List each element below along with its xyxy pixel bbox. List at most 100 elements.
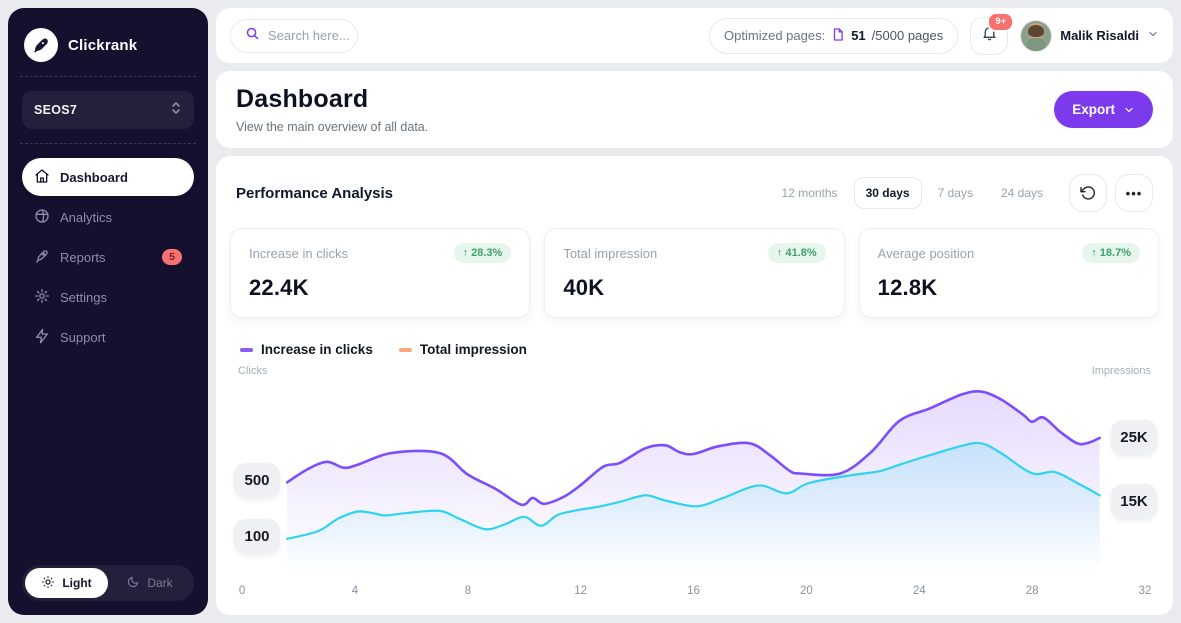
- legend-item-impressions[interactable]: Total impression: [398, 342, 527, 357]
- export-button[interactable]: Export: [1054, 91, 1153, 128]
- user-menu[interactable]: Malik Risaldi: [1020, 19, 1159, 52]
- stat-value: 12.8K: [877, 275, 938, 300]
- home-icon: [34, 168, 50, 187]
- topbar: Optimized pages: 51/5000 pages 9+ Malik …: [216, 8, 1173, 63]
- user-name: Malik Risaldi: [1060, 28, 1139, 43]
- brand: Clickrank: [22, 22, 194, 76]
- theme-dark-option[interactable]: Dark: [108, 568, 191, 598]
- rocket-logo-icon: [24, 28, 58, 62]
- stat-card-impressions: Total impression ↑ 41.8% 40K: [544, 228, 845, 318]
- stat-label: Average position: [877, 245, 975, 261]
- sidebar: Clickrank SEOS7 Dashboard Analytics Repo…: [8, 8, 208, 615]
- sidebar-item-label: Reports: [60, 249, 106, 265]
- divider: [20, 143, 196, 144]
- refresh-button[interactable]: [1069, 174, 1107, 212]
- sidebar-item-label: Settings: [60, 289, 107, 305]
- sidebar-item-settings[interactable]: Settings: [22, 278, 194, 316]
- more-options-button[interactable]: •••: [1115, 174, 1153, 212]
- delta-badge: ↑ 18.7%: [1082, 243, 1140, 263]
- chart-legend: Increase in clicks Total impression: [240, 342, 1173, 357]
- sidebar-item-reports[interactable]: Reports 5: [22, 238, 194, 276]
- theme-toggle: Light Dark: [22, 565, 194, 601]
- notification-count-badge: 9+: [987, 11, 1015, 32]
- optimized-pages-label: Optimized pages:: [724, 28, 826, 43]
- optimized-pages-status: Optimized pages: 51/5000 pages: [709, 17, 959, 54]
- rotate-ccw-icon: [1080, 186, 1095, 200]
- tab-30-days[interactable]: 30 days: [853, 177, 922, 209]
- performance-chart-svg: [285, 390, 1101, 572]
- theme-dark-label: Dark: [147, 576, 173, 590]
- legend-item-clicks[interactable]: Increase in clicks: [240, 342, 373, 357]
- stat-label: Total impression: [563, 245, 658, 261]
- divider: [20, 76, 196, 77]
- y-axis-label-left: Clicks: [238, 365, 268, 377]
- range-tabs: 12 months 30 days 7 days 24 days: [770, 177, 1055, 209]
- search-input[interactable]: [268, 28, 352, 43]
- stat-label: Increase in clicks: [249, 245, 348, 261]
- page-header: Dashboard View the main overview of all …: [216, 71, 1173, 148]
- sidebar-item-analytics[interactable]: Analytics: [22, 198, 194, 236]
- stat-value: 22.4K: [249, 275, 309, 300]
- optimized-pages-total: /5000 pages: [871, 28, 944, 43]
- export-label: Export: [1072, 102, 1115, 117]
- x-tick: 4: [351, 585, 359, 597]
- x-axis: 0 4 8 12 16 20 24 28 32: [230, 585, 1159, 601]
- sidebar-item-label: Analytics: [60, 209, 113, 225]
- reports-count-badge: 5: [162, 249, 182, 265]
- sidebar-item-label: Support: [60, 329, 106, 345]
- x-tick: 24: [912, 585, 926, 597]
- legend-swatch-purple: [240, 347, 253, 352]
- sidebar-nav: Dashboard Analytics Reports 5 Settings S…: [22, 158, 194, 356]
- performance-chart: 500 100 25K 15K: [230, 377, 1159, 577]
- stats-row: Increase in clicks ↑ 28.3% 22.4K Total i…: [230, 228, 1159, 318]
- tab-12-months[interactable]: 12 months: [781, 186, 838, 200]
- chevron-updown-icon: [170, 101, 182, 120]
- left-axis-tick-100: 100: [234, 519, 280, 554]
- search-box[interactable]: [230, 18, 358, 53]
- stat-value: 40K: [563, 275, 605, 300]
- y-axis-label-right: Impressions: [1091, 365, 1151, 377]
- ellipsis-icon: •••: [1125, 185, 1143, 201]
- chevron-down-icon: [1147, 27, 1159, 45]
- theme-light-label: Light: [62, 576, 92, 590]
- page-title: Dashboard: [236, 85, 369, 113]
- tab-7-days[interactable]: 7 days: [937, 186, 973, 200]
- notifications-button[interactable]: 9+: [970, 11, 1015, 55]
- right-axis-tick-15k: 15K: [1111, 484, 1157, 519]
- legend-label: Total impression: [419, 342, 527, 357]
- gear-icon: [34, 288, 50, 307]
- left-axis-tick-500: 500: [234, 463, 280, 498]
- sidebar-item-dashboard[interactable]: Dashboard: [22, 158, 194, 196]
- brand-name: Clickrank: [68, 36, 138, 54]
- page-subtitle: View the main overview of all data.: [236, 120, 429, 134]
- analytics-globe-icon: [34, 208, 50, 227]
- workspace-select[interactable]: SEOS7: [22, 91, 194, 129]
- sidebar-item-support[interactable]: Support: [22, 318, 194, 356]
- x-tick: 20: [800, 585, 813, 597]
- right-axis-tick-25k: 25K: [1111, 420, 1157, 455]
- search-icon: [245, 26, 260, 46]
- avatar: [1020, 19, 1053, 52]
- theme-light-option[interactable]: Light: [25, 568, 108, 598]
- rocket-icon: [34, 248, 50, 267]
- optimized-pages-value: 51: [851, 28, 866, 43]
- sun-icon: [41, 575, 55, 592]
- sidebar-item-label: Dashboard: [60, 169, 128, 185]
- legend-swatch-orange: [398, 347, 412, 352]
- document-icon: [831, 27, 845, 45]
- delta-badge: ↑ 28.3%: [453, 243, 512, 263]
- performance-panel: Performance Analysis 12 months 30 days 7…: [216, 156, 1173, 615]
- x-tick: 12: [574, 585, 588, 597]
- delta-badge: ↑ 41.8%: [767, 243, 826, 263]
- x-tick: 0: [238, 585, 246, 597]
- stat-card-position: Average position ↑ 18.7% 12.8K: [858, 228, 1159, 318]
- stat-card-clicks: Increase in clicks ↑ 28.3% 22.4K: [230, 228, 531, 318]
- x-tick: 28: [1025, 585, 1039, 597]
- workspace-label: SEOS7: [34, 103, 78, 117]
- x-tick: 32: [1138, 585, 1152, 597]
- legend-label: Increase in clicks: [261, 342, 373, 357]
- x-tick: 16: [687, 585, 700, 597]
- tab-24-days[interactable]: 24 days: [1000, 186, 1043, 200]
- zap-icon: [34, 328, 50, 347]
- panel-title: Performance Analysis: [236, 184, 394, 202]
